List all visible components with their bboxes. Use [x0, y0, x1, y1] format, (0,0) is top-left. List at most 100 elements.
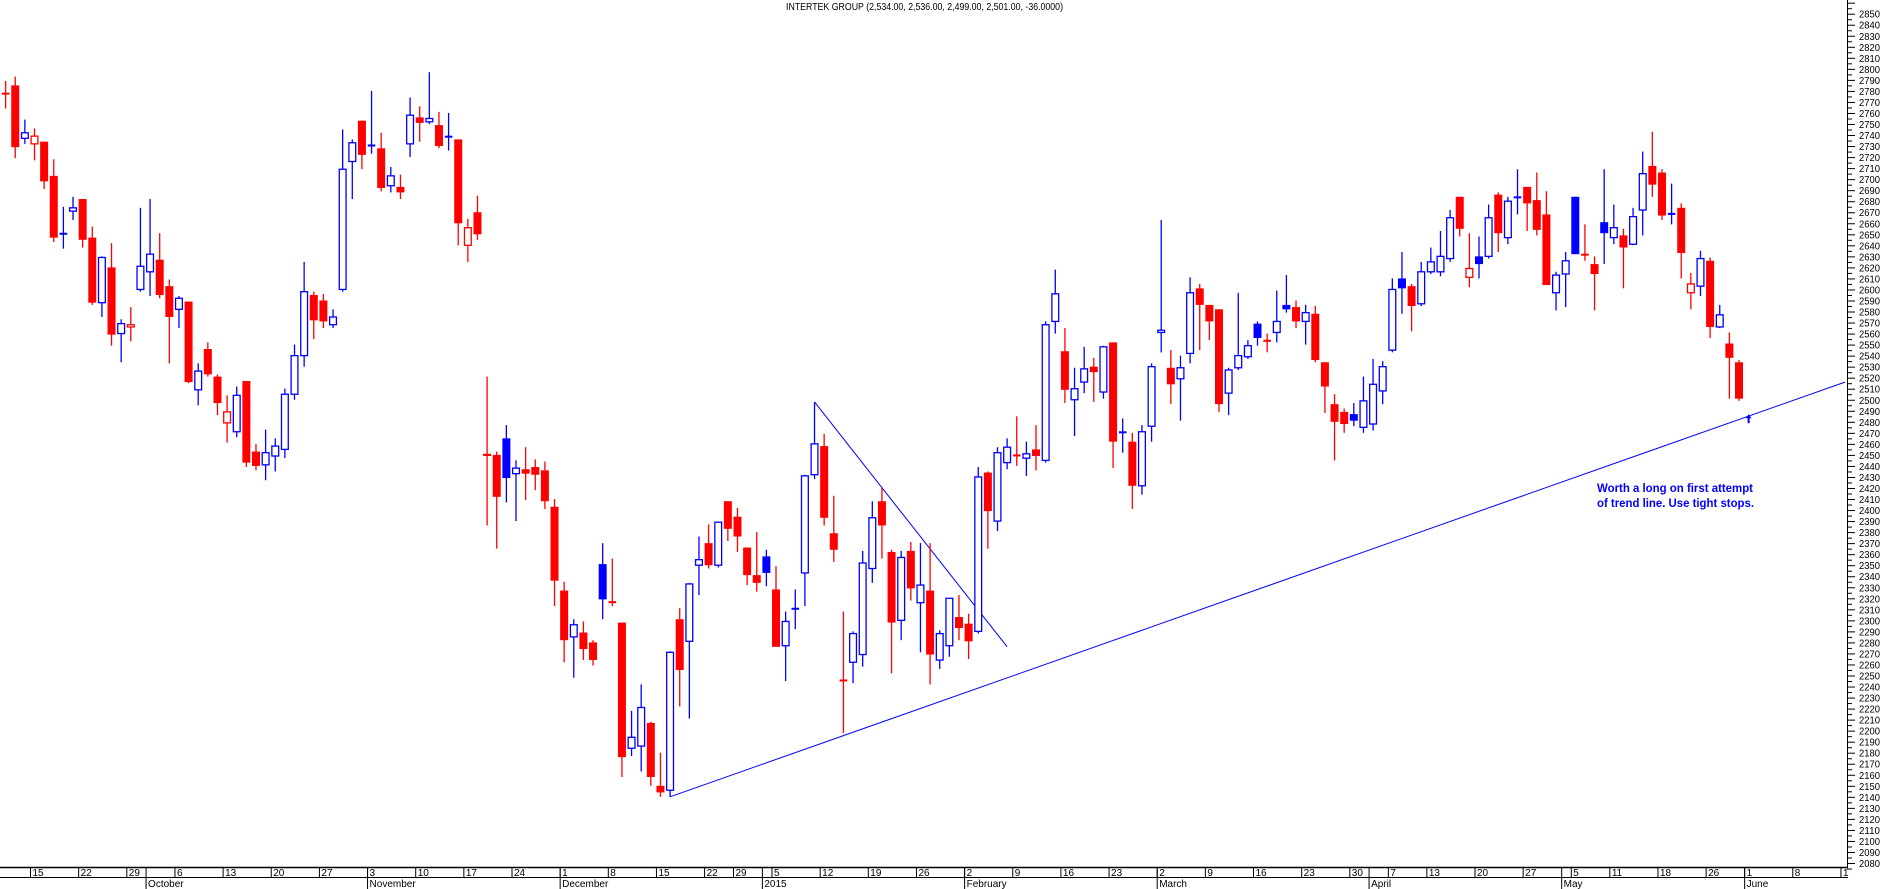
- x-tick-label: 22: [81, 868, 93, 879]
- candle: [1243, 340, 1252, 359]
- candle-body: [473, 212, 482, 235]
- candle: [1523, 186, 1532, 231]
- candle: [454, 139, 463, 246]
- y-tick-label: 2400: [1859, 506, 1880, 517]
- y-tick-label: 2520: [1859, 374, 1880, 385]
- candle: [1513, 169, 1522, 215]
- x-tick-label: 16: [1256, 868, 1268, 879]
- y-tick-label: 2300: [1859, 616, 1880, 627]
- x-tick-label: 13: [225, 868, 237, 879]
- y-tick-label: 2710: [1859, 164, 1880, 175]
- y-tick-label: 2150: [1859, 782, 1880, 793]
- candle-body: [1022, 453, 1031, 459]
- x-tick-label: 27: [321, 868, 333, 879]
- x-tick-label: 1: [562, 868, 568, 879]
- x-month-label: 2015: [764, 879, 787, 889]
- candle-body: [1619, 235, 1628, 248]
- candle-body: [1551, 274, 1561, 294]
- y-tick-label: 2090: [1859, 848, 1880, 859]
- candle: [1340, 408, 1349, 433]
- candle: [1706, 257, 1715, 338]
- x-axis: 15 22 29 6 13 20 27 3 10 17 24 1 8 15 22 29 5 12 19 26 2 9 16 2…: [0, 866, 1849, 889]
- candle-body: [194, 370, 203, 391]
- candle-body: [117, 322, 126, 335]
- x-tick-label: 13: [1429, 868, 1441, 879]
- y-tick-label: 2260: [1859, 660, 1880, 671]
- candle-body: [386, 175, 395, 187]
- y-tick-label: 2420: [1859, 484, 1880, 495]
- y-tick-label: 2160: [1859, 771, 1880, 782]
- candle-body: [762, 556, 771, 573]
- candle-body: [348, 142, 357, 163]
- x-tick-label: 15: [658, 868, 670, 879]
- candle: [723, 501, 732, 541]
- y-tick-label: 2820: [1859, 43, 1880, 54]
- candle-body: [897, 556, 906, 622]
- candle-body: [1609, 227, 1618, 239]
- candle: [1484, 204, 1493, 259]
- candle-body: [415, 117, 424, 123]
- candle-body: [781, 620, 790, 647]
- candle-body: [1397, 278, 1406, 289]
- candle: [213, 374, 222, 416]
- candle: [280, 388, 289, 459]
- x-tick-label: 20: [273, 868, 285, 879]
- y-tick-label: 2790: [1859, 76, 1880, 87]
- candle-body: [1070, 388, 1079, 401]
- candle-body: [1590, 264, 1599, 275]
- y-tick-label: 2530: [1859, 363, 1880, 374]
- candle: [136, 207, 145, 292]
- candle: [1330, 394, 1339, 461]
- candle-body: [772, 589, 781, 647]
- candle-body: [1224, 369, 1233, 394]
- candle-body: [916, 584, 925, 604]
- candle-body: [49, 175, 58, 238]
- x-tick-label: 23: [1111, 868, 1123, 879]
- y-tick-label: 2830: [1859, 32, 1880, 43]
- candle: [1638, 151, 1647, 236]
- candle: [839, 611, 848, 733]
- candle: [49, 159, 58, 243]
- annotation-note: Worth a long on first attempt of trend l…: [1597, 481, 1754, 510]
- candle-body: [1234, 354, 1243, 369]
- candle-body: [1060, 351, 1069, 390]
- candle-body: [1157, 329, 1166, 334]
- candle: [1214, 309, 1223, 412]
- candle-body: [820, 446, 829, 518]
- x-tick-label: 26: [1708, 868, 1720, 879]
- candle: [473, 195, 482, 240]
- candle-body: [598, 564, 607, 600]
- candle: [328, 309, 338, 329]
- candle-body: [78, 199, 87, 240]
- y-tick-label: 2740: [1859, 131, 1880, 142]
- candle: [945, 597, 954, 657]
- x-month-label: February: [967, 879, 1007, 889]
- candle: [1619, 228, 1628, 289]
- candle-body: [1137, 431, 1147, 487]
- candle: [1051, 269, 1060, 334]
- candle: [906, 542, 915, 601]
- y-tick-label: 2100: [1859, 837, 1880, 848]
- candle: [242, 380, 251, 468]
- candle-body: [203, 349, 212, 375]
- y-tick-label: 2770: [1859, 98, 1880, 109]
- candle: [983, 471, 992, 549]
- candle-body: [174, 297, 184, 310]
- candle-body: [1426, 261, 1435, 273]
- candle-body: [1089, 366, 1098, 373]
- x-tick-label: 11: [1612, 868, 1623, 879]
- candle-body: [146, 253, 155, 273]
- candle: [1032, 425, 1041, 471]
- candle-body: [483, 453, 492, 457]
- candle: [290, 344, 299, 400]
- candle: [1012, 416, 1021, 466]
- candle: [1253, 321, 1262, 346]
- candle-body: [1205, 304, 1214, 322]
- candle-body: [560, 590, 569, 641]
- candle-body: [1176, 367, 1185, 380]
- candle-body: [1109, 342, 1118, 442]
- y-axis: 2850284028302820281028002790278027702760…: [1847, 0, 1880, 870]
- candle-body: [1340, 411, 1349, 425]
- candle: [300, 261, 309, 367]
